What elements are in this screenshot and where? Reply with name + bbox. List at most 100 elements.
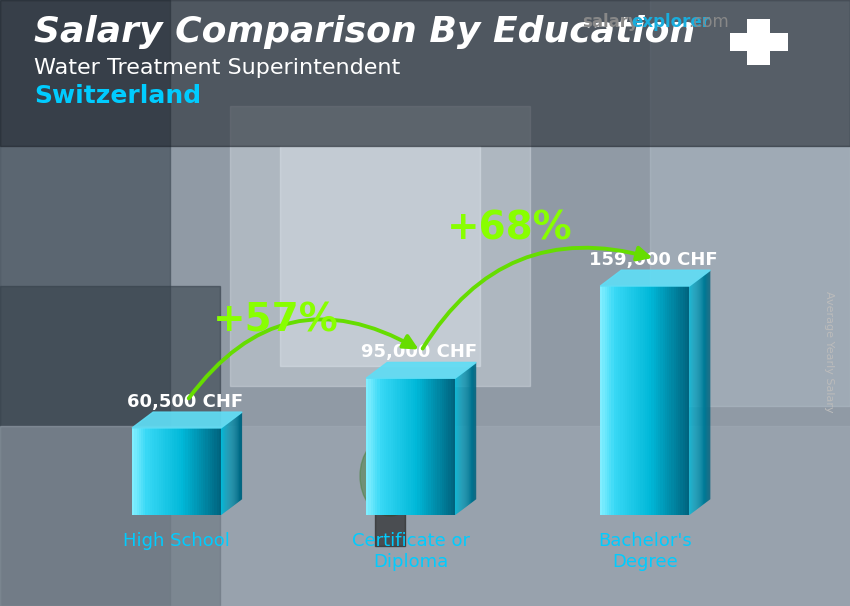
Polygon shape	[145, 428, 148, 515]
Polygon shape	[645, 286, 647, 515]
Text: 60,500 CHF: 60,500 CHF	[127, 393, 243, 411]
Polygon shape	[196, 428, 199, 515]
Text: Average Yearly Salary: Average Yearly Salary	[824, 291, 834, 412]
Polygon shape	[156, 428, 159, 515]
Polygon shape	[685, 286, 687, 515]
Polygon shape	[706, 273, 707, 502]
Polygon shape	[471, 365, 472, 503]
Polygon shape	[377, 378, 379, 515]
Polygon shape	[433, 378, 435, 515]
Polygon shape	[473, 364, 474, 502]
Polygon shape	[698, 279, 699, 509]
Bar	[650, 0, 850, 406]
Polygon shape	[450, 378, 453, 515]
Polygon shape	[466, 370, 467, 507]
Polygon shape	[143, 428, 145, 515]
Polygon shape	[435, 378, 438, 515]
Polygon shape	[159, 428, 161, 515]
Polygon shape	[620, 286, 622, 515]
Polygon shape	[640, 286, 643, 515]
Polygon shape	[388, 378, 391, 515]
Polygon shape	[368, 378, 371, 515]
Polygon shape	[188, 428, 190, 515]
Polygon shape	[181, 428, 184, 515]
Polygon shape	[224, 425, 225, 513]
Bar	[375, 466, 405, 546]
Polygon shape	[693, 283, 694, 513]
Polygon shape	[190, 428, 192, 515]
Polygon shape	[618, 286, 620, 515]
Polygon shape	[199, 428, 201, 515]
Text: explorer: explorer	[632, 13, 711, 32]
Polygon shape	[391, 378, 393, 515]
Polygon shape	[397, 378, 400, 515]
Bar	[0, 286, 220, 606]
Polygon shape	[203, 428, 206, 515]
Text: +68%: +68%	[447, 210, 573, 248]
Polygon shape	[137, 428, 139, 515]
Bar	[729, 33, 788, 51]
Polygon shape	[152, 428, 155, 515]
Polygon shape	[690, 284, 691, 514]
Bar	[280, 146, 480, 366]
Polygon shape	[603, 286, 604, 515]
Polygon shape	[453, 378, 455, 515]
Polygon shape	[222, 427, 224, 514]
Polygon shape	[687, 286, 689, 515]
Polygon shape	[703, 275, 704, 505]
Polygon shape	[379, 378, 382, 515]
Text: 95,000 CHF: 95,000 CHF	[360, 343, 477, 361]
Polygon shape	[206, 428, 207, 515]
Polygon shape	[632, 286, 633, 515]
Polygon shape	[467, 368, 468, 507]
Polygon shape	[139, 428, 141, 515]
Polygon shape	[669, 286, 672, 515]
Polygon shape	[636, 286, 638, 515]
Polygon shape	[132, 428, 134, 515]
Polygon shape	[699, 278, 700, 508]
Bar	[230, 106, 530, 386]
Polygon shape	[366, 378, 368, 515]
Polygon shape	[627, 286, 629, 515]
Ellipse shape	[360, 436, 420, 516]
Polygon shape	[230, 420, 231, 508]
Polygon shape	[442, 378, 444, 515]
Polygon shape	[212, 428, 214, 515]
Polygon shape	[678, 286, 680, 515]
Polygon shape	[221, 427, 222, 515]
Text: Switzerland: Switzerland	[34, 84, 201, 108]
Polygon shape	[604, 286, 607, 515]
Text: +57%: +57%	[213, 302, 339, 339]
Text: Salary Comparison By Education: Salary Comparison By Education	[34, 15, 695, 49]
Polygon shape	[600, 270, 711, 286]
Polygon shape	[371, 378, 373, 515]
Polygon shape	[695, 281, 697, 510]
Polygon shape	[465, 370, 466, 508]
Polygon shape	[629, 286, 632, 515]
Polygon shape	[235, 416, 237, 504]
Polygon shape	[656, 286, 658, 515]
Polygon shape	[446, 378, 449, 515]
Polygon shape	[234, 418, 235, 505]
Polygon shape	[132, 412, 242, 428]
Polygon shape	[163, 428, 166, 515]
Polygon shape	[697, 280, 698, 510]
Polygon shape	[404, 378, 406, 515]
Polygon shape	[400, 378, 402, 515]
Polygon shape	[373, 378, 375, 515]
Polygon shape	[665, 286, 667, 515]
Polygon shape	[462, 372, 463, 510]
Polygon shape	[458, 375, 459, 513]
Polygon shape	[691, 284, 693, 513]
Polygon shape	[469, 367, 470, 505]
Polygon shape	[207, 428, 210, 515]
Polygon shape	[420, 378, 422, 515]
Polygon shape	[195, 428, 196, 515]
Polygon shape	[609, 286, 611, 515]
Polygon shape	[217, 428, 218, 515]
Polygon shape	[155, 428, 156, 515]
Polygon shape	[689, 285, 690, 515]
Polygon shape	[709, 270, 711, 500]
Polygon shape	[240, 413, 241, 501]
Polygon shape	[654, 286, 656, 515]
